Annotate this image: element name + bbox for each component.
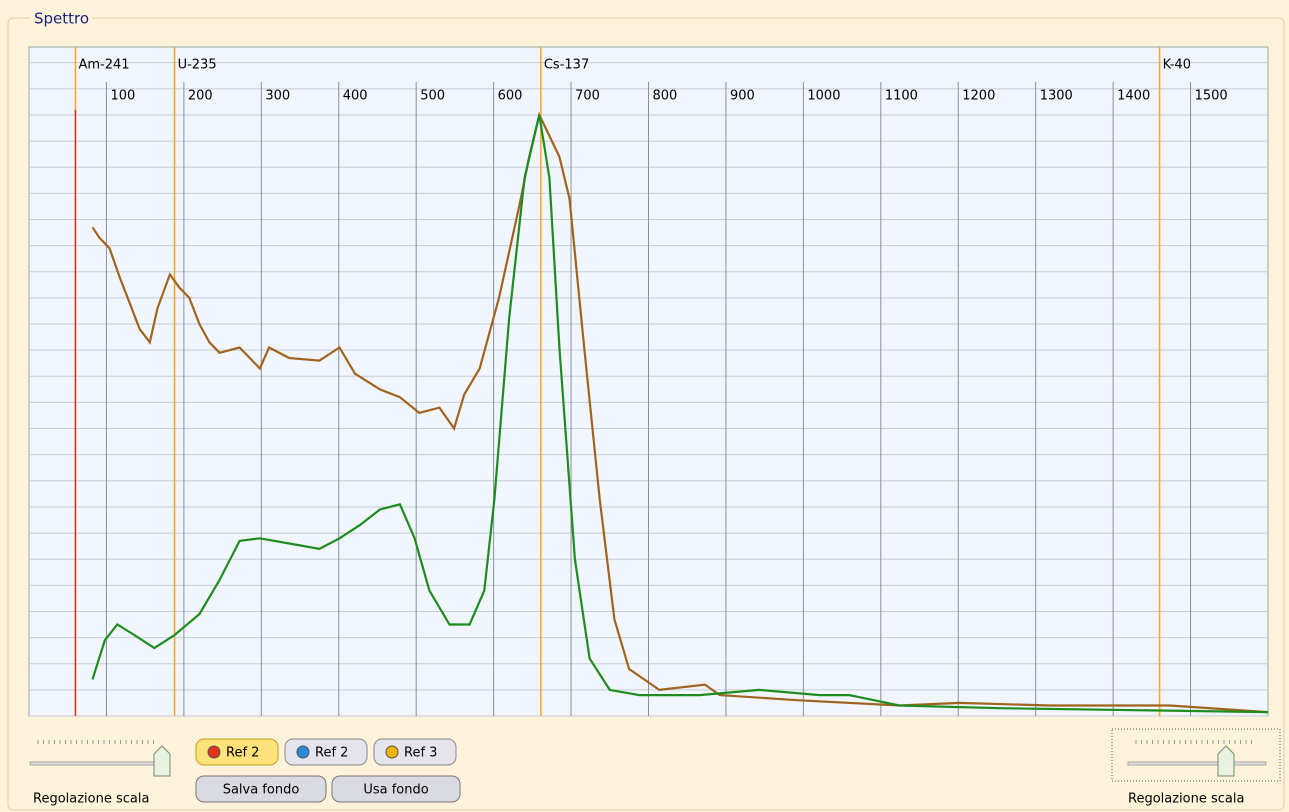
x-tick-label: 600 <box>498 89 523 104</box>
slider-focus <box>1111 728 1281 782</box>
button-dot <box>296 745 310 759</box>
group-title: Spettro <box>34 10 89 28</box>
button-label: Salva fondo <box>223 783 300 798</box>
slider-thumb <box>153 745 171 777</box>
reference-label: Cs-137 <box>544 58 589 73</box>
x-tick-label: 1000 <box>807 89 840 104</box>
slider-thumb <box>1217 745 1235 777</box>
x-tick-label: 1200 <box>962 89 995 104</box>
x-tick-label: 300 <box>265 89 290 104</box>
action-button[interactable]: Salva fondo <box>195 775 327 803</box>
button-bg <box>195 775 327 803</box>
button-label: Ref 2 <box>226 746 259 761</box>
button-bg <box>195 738 279 766</box>
x-tick-label: 900 <box>730 89 755 104</box>
slider-track <box>29 761 171 766</box>
group-box <box>7 17 1285 811</box>
slider-label: Regolazione scala <box>33 792 149 807</box>
x-tick-label: 200 <box>188 89 213 104</box>
slider-label: Regolazione scala <box>1128 792 1244 807</box>
group-title-bg <box>30 10 92 28</box>
ref-button[interactable]: Ref 2 <box>284 738 368 766</box>
slider-track <box>1127 761 1267 766</box>
right-slider[interactable] <box>1127 740 1267 777</box>
x-tick-label: 400 <box>343 89 368 104</box>
x-tick-label: 1500 <box>1195 89 1228 104</box>
left-slider[interactable] <box>29 740 171 777</box>
button-label: Ref 3 <box>404 746 437 761</box>
spectrum-line <box>91 111 1269 714</box>
reference-label: K-40 <box>1163 58 1191 73</box>
button-bg <box>373 738 457 766</box>
x-tick-label: 1100 <box>885 89 918 104</box>
x-tick-label: 800 <box>653 89 678 104</box>
x-tick-label: 700 <box>575 89 600 104</box>
x-tick-label: 1300 <box>1040 89 1073 104</box>
x-tick-label: 100 <box>110 89 135 104</box>
x-tick-label: 500 <box>420 89 445 104</box>
button-dot <box>207 745 221 759</box>
button-label: Ref 2 <box>315 746 348 761</box>
reference-label: Am-241 <box>78 58 129 73</box>
x-tick-label: 1400 <box>1117 89 1150 104</box>
ref-button[interactable]: Ref 2 <box>195 738 279 766</box>
spectrum-line <box>91 114 1269 714</box>
button-label: Usa fondo <box>363 783 428 798</box>
button-dot <box>385 745 399 759</box>
ref-button[interactable]: Ref 3 <box>373 738 457 766</box>
action-button[interactable]: Usa fondo <box>331 775 461 803</box>
reference-label: U-235 <box>178 58 217 73</box>
button-bg <box>284 738 368 766</box>
button-bg <box>331 775 461 803</box>
